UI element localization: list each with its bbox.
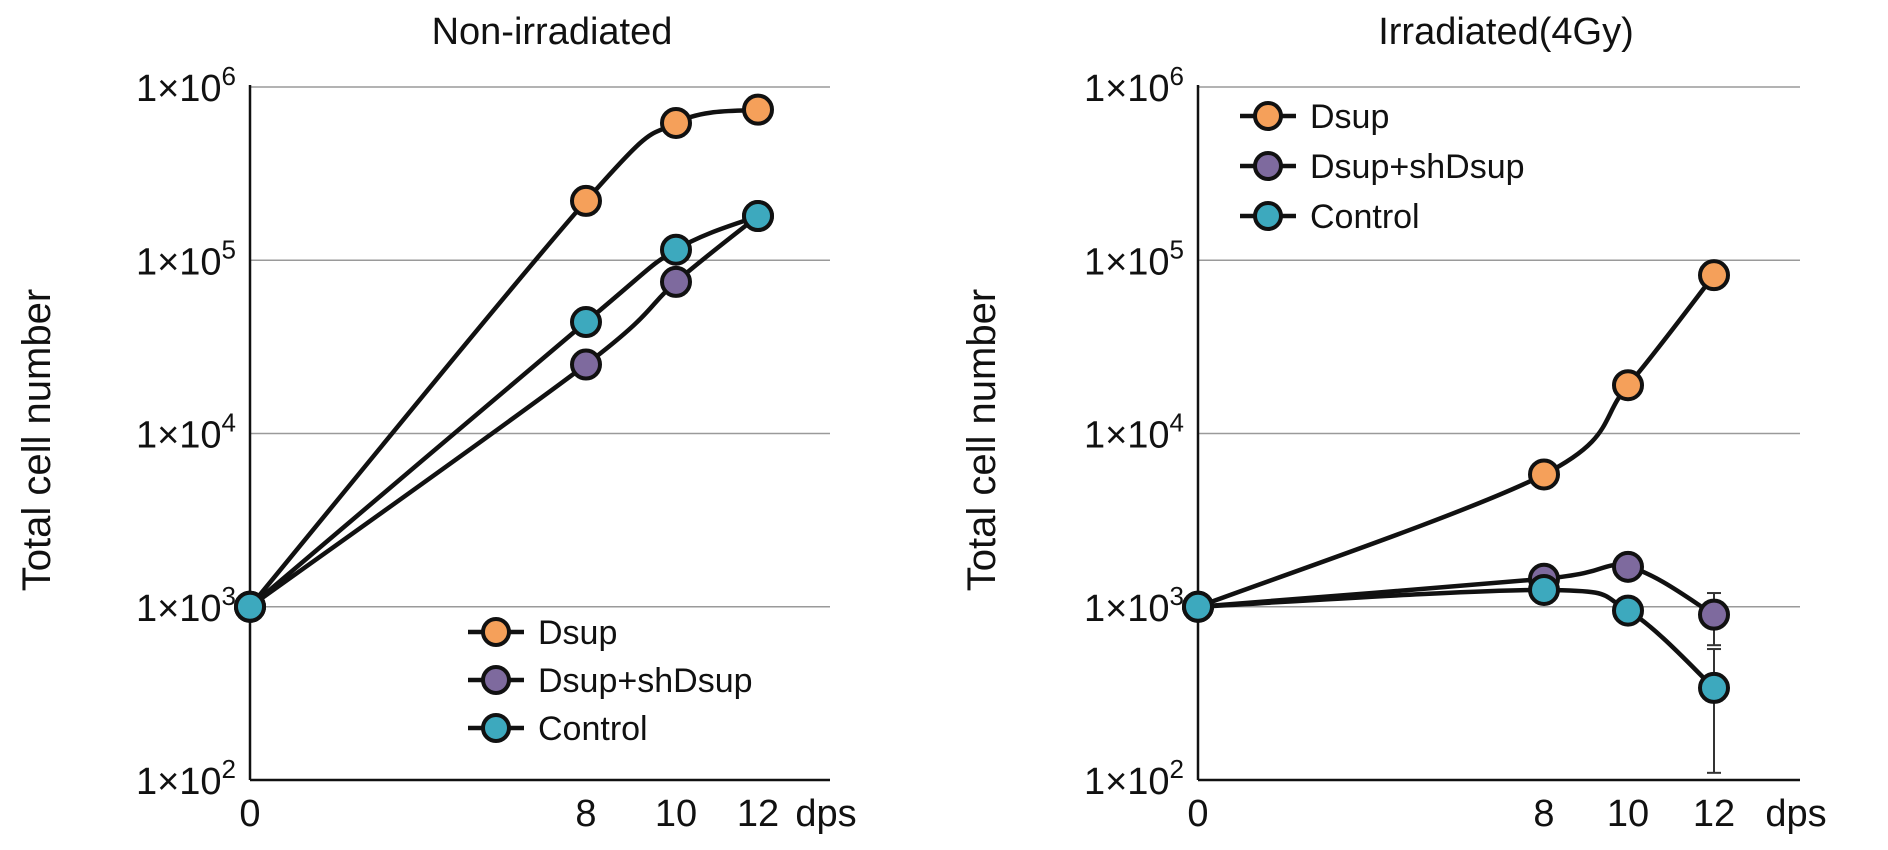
legend-marker: [1253, 101, 1283, 131]
data-point: [1528, 573, 1560, 606]
x-axis-label: dps: [1765, 793, 1826, 835]
x-tick-label: 8: [1533, 793, 1554, 835]
legend-marker: [481, 617, 511, 647]
legend-marker: [481, 713, 511, 743]
markers-layer: [1182, 259, 1730, 704]
data-point: [1182, 590, 1214, 623]
data-point: [660, 106, 692, 139]
y-tick-label: 1×106: [136, 61, 236, 110]
data-point: [1612, 369, 1644, 402]
data-point: [1528, 458, 1560, 491]
x-tick-label: 0: [239, 793, 260, 835]
series-line-control: [1197, 587, 1716, 690]
data-point: [742, 200, 774, 233]
data-point: [660, 265, 692, 298]
series-line-dsup: [248, 107, 759, 609]
y-tick-label: 1×105: [1084, 234, 1184, 283]
x-tick-label: 12: [1693, 793, 1735, 835]
y-tick-label: 1×103: [136, 581, 236, 630]
data-point: [742, 93, 774, 126]
data-point: [234, 590, 266, 623]
legend: Dsup Dsup+shDsup Control: [1240, 98, 1525, 236]
series-line-dsup: [1197, 273, 1716, 609]
data-point: [1698, 259, 1730, 292]
x-tick-label: 8: [575, 793, 596, 835]
legend-label: Dsup+shDsup: [1310, 148, 1525, 186]
y-axis-label: Total cell number: [15, 289, 59, 591]
x-tick-label: 10: [1607, 793, 1649, 835]
data-point: [1612, 594, 1644, 627]
series-line-dsup-shdsup: [248, 214, 760, 609]
chart-panel-1: Non-irradiated Total cell number 1×102 1×10…: [15, 11, 857, 835]
y-tick-label: 1×104: [136, 408, 236, 457]
x-tick-label: 0: [1187, 793, 1208, 835]
legend-marker: [1253, 151, 1283, 181]
legend-label: Dsup: [538, 614, 617, 652]
y-tick-label: 1×105: [136, 234, 236, 283]
chart-title: Irradiated(4Gy): [1378, 11, 1634, 53]
data-point: [570, 184, 602, 217]
y-tick-label: 1×102: [1084, 754, 1184, 803]
y-tick-label: 1×104: [1084, 408, 1184, 457]
data-point: [1698, 671, 1730, 704]
chart-panel-2: Irradiated(4Gy) Total cell number 1×102 1×1…: [960, 11, 1827, 835]
y-tick-label: 1×106: [1084, 61, 1184, 110]
data-point: [570, 348, 602, 381]
y-axis-label: Total cell number: [960, 289, 1004, 591]
data-point: [660, 233, 692, 266]
legend-label: Control: [1310, 198, 1420, 236]
x-tick-label: 12: [737, 793, 779, 835]
data-point: [1698, 598, 1730, 631]
x-axis-label: dps: [795, 793, 856, 835]
x-tick-label: 10: [655, 793, 697, 835]
data-point: [1612, 550, 1644, 583]
legend-label: Dsup: [1310, 98, 1389, 136]
legend-marker: [481, 665, 511, 695]
data-point: [570, 306, 602, 339]
series-line-dsup-shdsup: [1197, 562, 1716, 617]
markers-layer: [234, 93, 774, 623]
legend-marker: [1253, 201, 1283, 231]
legend-label: Control: [538, 710, 648, 748]
legend: Dsup Dsup+shDsup Control: [468, 614, 753, 748]
y-tick-label: 1×103: [1084, 581, 1184, 630]
y-tick-label: 1×102: [136, 754, 236, 803]
legend-label: Dsup+shDsup: [538, 662, 753, 700]
chart-title: Non-irradiated: [432, 11, 673, 53]
